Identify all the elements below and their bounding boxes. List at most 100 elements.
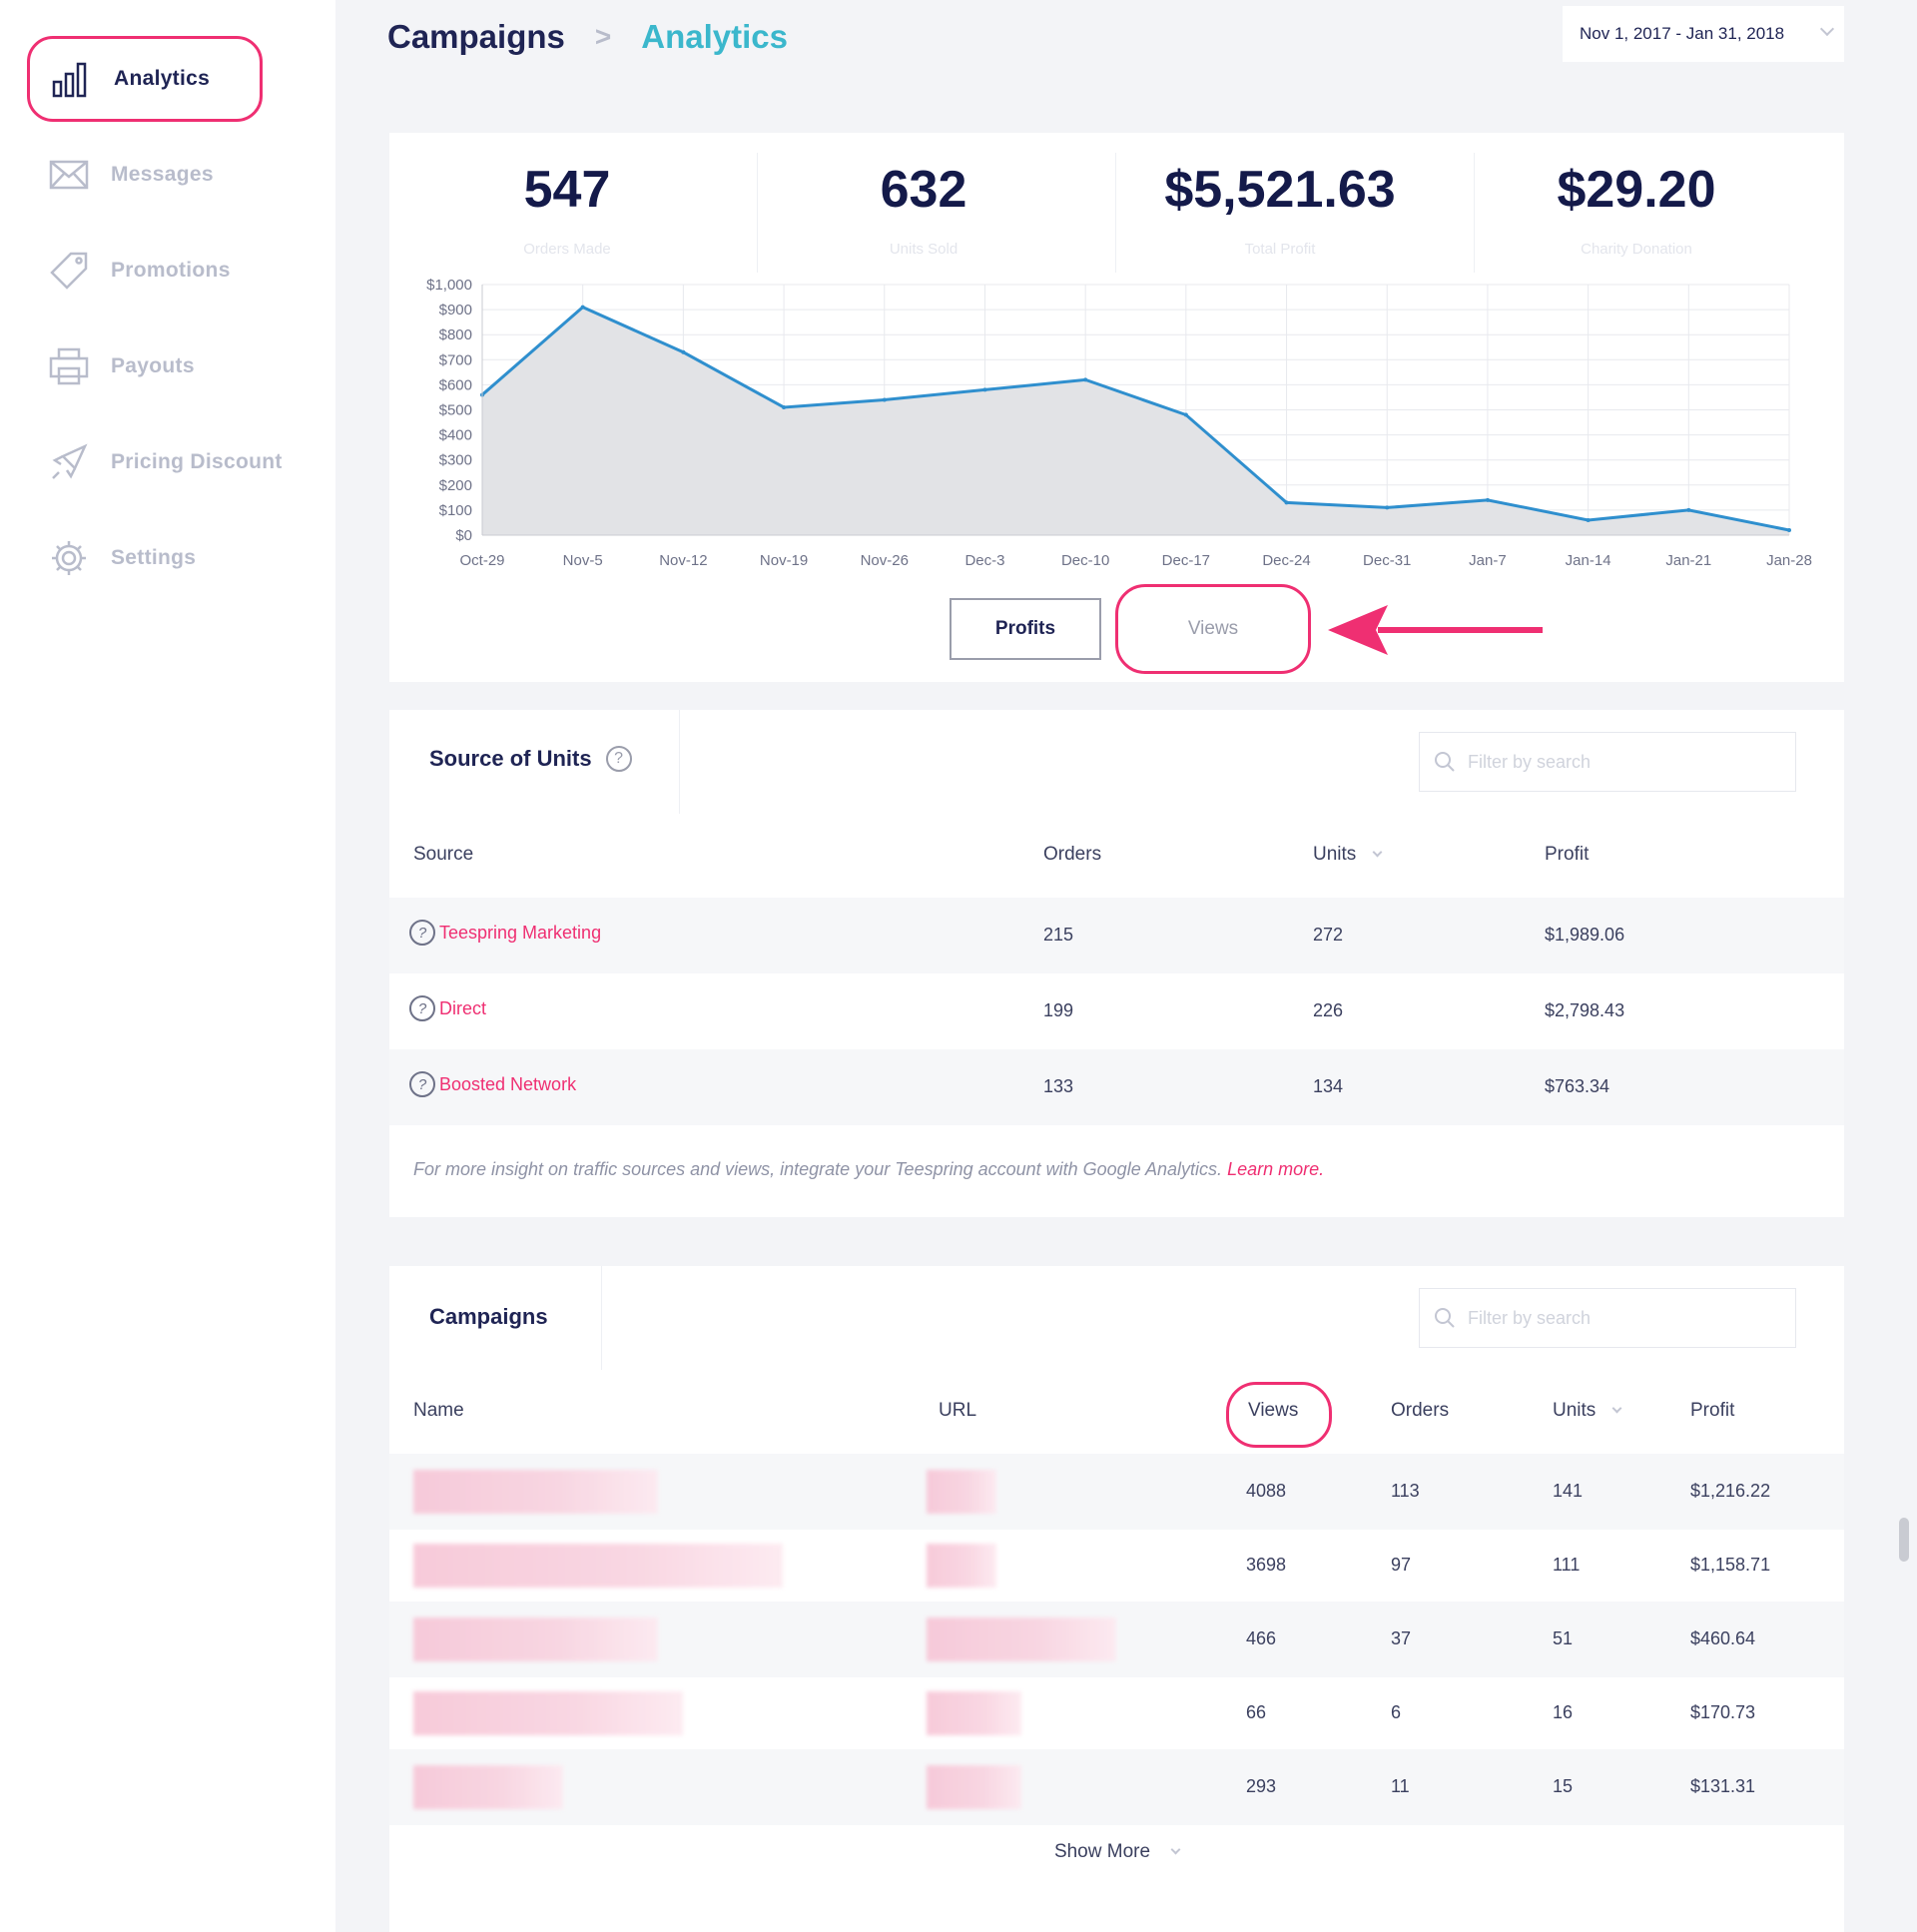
cell-units: 15 (1553, 1776, 1574, 1796)
cell-profit: $1,158.71 (1690, 1555, 1771, 1575)
source-search-input[interactable] (1468, 751, 1787, 773)
column-header-units[interactable]: Units (1553, 1400, 1622, 1422)
cell-views: 66 (1246, 1702, 1267, 1722)
stat-value: 547 (523, 161, 611, 219)
source-of-units-card: Source of Units ? Source Orders Units Pr… (389, 710, 1844, 1217)
chart-data-point (982, 387, 987, 392)
source-card-title: Source of Units ? (429, 746, 632, 772)
source-link[interactable]: ? Boosted Network (409, 1071, 576, 1097)
sidebar-item-pricing-discount[interactable]: Pricing Discount (27, 419, 297, 505)
redacted-campaign-name[interactable] (413, 1544, 783, 1588)
printer-icon (47, 344, 91, 388)
chevron-down-icon (1819, 21, 1835, 37)
redacted-campaign-url[interactable] (927, 1765, 1021, 1809)
sidebar-item-analytics[interactable]: Analytics (27, 36, 263, 122)
campaigns-card: Campaigns Name URL Views Orders Units Pr… (389, 1266, 1844, 1932)
column-header-units[interactable]: Units (1313, 844, 1383, 866)
help-icon[interactable]: ? (605, 746, 632, 772)
stat-divider (1115, 153, 1116, 273)
column-header-profit[interactable]: Profit (1545, 844, 1590, 865)
chart-data-point (1586, 517, 1591, 522)
sidebar-item-messages[interactable]: Messages (27, 132, 297, 218)
chart-series-line (481, 305, 1790, 532)
chart-x-tick-label: Jan-7 (1469, 552, 1507, 569)
cell-units: 134 (1313, 1076, 1344, 1096)
chart-x-tick-label: Dec-24 (1262, 552, 1310, 569)
cell-views: 466 (1246, 1628, 1277, 1648)
chart-y-tick-label: $100 (439, 502, 472, 519)
cell-views: 3698 (1246, 1555, 1287, 1575)
cell-units: 111 (1553, 1555, 1581, 1575)
gear-icon (47, 536, 91, 580)
column-header-url[interactable]: URL (939, 1400, 977, 1421)
redacted-campaign-name[interactable] (413, 1470, 658, 1514)
column-header-orders[interactable]: Orders (1391, 1400, 1450, 1421)
profits-toggle-button[interactable]: Profits (950, 598, 1101, 660)
sidebar: Analytics Messages Promotions Payouts Pr… (0, 0, 335, 1932)
campaigns-search-box[interactable] (1419, 1288, 1796, 1348)
cell-units: 51 (1553, 1628, 1574, 1648)
stat-value: $29.20 (1557, 161, 1716, 219)
cell-orders: 215 (1043, 925, 1074, 945)
redacted-campaign-url[interactable] (927, 1470, 996, 1514)
chart-x-tick-label: Jan-14 (1566, 552, 1611, 569)
sidebar-item-label: Promotions (111, 259, 231, 282)
chart-y-tick-label: $200 (439, 477, 472, 494)
chart-x-tick-label: Jan-21 (1665, 552, 1711, 569)
cell-orders: 37 (1391, 1628, 1412, 1648)
sidebar-item-label: Messages (111, 163, 214, 186)
sidebar-item-label: Payouts (111, 354, 195, 377)
chart-y-tick-label: $800 (439, 326, 472, 343)
table-row: 66 6 16 $170.73 (389, 1675, 1844, 1751)
stat-total-profit: $5,521.63 Total Profit (1102, 153, 1458, 258)
sidebar-item-promotions[interactable]: Promotions (27, 228, 297, 314)
column-header-orders[interactable]: Orders (1043, 844, 1102, 865)
cell-profit: $131.31 (1690, 1776, 1756, 1796)
source-link[interactable]: ? Direct (409, 995, 486, 1021)
page-scrollbar-thumb[interactable] (1899, 1518, 1909, 1562)
source-name: Boosted Network (439, 1073, 577, 1094)
chart-x-tick-label: Jan-28 (1766, 552, 1812, 569)
chart-x-tick-label: Nov-5 (563, 552, 603, 569)
breadcrumb-campaigns-link[interactable]: Campaigns (387, 18, 565, 55)
source-link[interactable]: ? Teespring Marketing (409, 920, 601, 946)
chart-x-tick-label: Oct-29 (459, 552, 504, 569)
views-toggle-button[interactable]: Views (1115, 584, 1311, 674)
date-range-select[interactable]: Nov 1, 2017 - Jan 31, 2018 (1563, 6, 1844, 62)
column-header-profit[interactable]: Profit (1690, 1400, 1735, 1421)
chart-x-tick-label: Nov-12 (659, 552, 707, 569)
redacted-campaign-name[interactable] (413, 1691, 683, 1735)
sidebar-item-payouts[interactable]: Payouts (27, 323, 297, 409)
redacted-campaign-name[interactable] (413, 1765, 563, 1809)
column-header-units-label: Units (1313, 844, 1357, 865)
stat-label: Charity Donation (1581, 241, 1692, 258)
learn-more-link[interactable]: Learn more. (1227, 1159, 1325, 1179)
rocket-icon (47, 440, 91, 484)
redacted-campaign-url[interactable] (927, 1691, 1021, 1735)
chart-data-point (1485, 497, 1490, 502)
redacted-campaign-url[interactable] (927, 1544, 996, 1588)
cell-units: 16 (1553, 1702, 1574, 1722)
source-search-box[interactable] (1419, 732, 1796, 792)
show-more-button[interactable]: Show More (389, 1841, 1844, 1863)
redacted-campaign-name[interactable] (413, 1617, 658, 1661)
column-header-units-label: Units (1553, 1400, 1597, 1421)
date-range-value: Nov 1, 2017 - Jan 31, 2018 (1580, 24, 1785, 43)
chart-y-tick-label: $600 (439, 376, 472, 393)
sidebar-item-settings[interactable]: Settings (27, 515, 297, 601)
stat-label: Total Profit (1244, 241, 1316, 258)
source-title-text: Source of Units (429, 746, 592, 771)
campaigns-search-input[interactable] (1468, 1307, 1787, 1329)
cell-orders: 113 (1391, 1481, 1420, 1501)
redacted-campaign-url[interactable] (927, 1617, 1116, 1661)
cell-units: 226 (1313, 1000, 1344, 1020)
sort-down-icon (1372, 847, 1383, 858)
column-header-source[interactable]: Source (413, 844, 474, 865)
table-row: 3698 97 111 $1,158.71 (389, 1528, 1844, 1604)
chart-y-tick-label: $1,000 (426, 277, 472, 294)
bar-chart-icon (50, 57, 94, 101)
column-header-name[interactable]: Name (413, 1400, 464, 1421)
cell-profit: $1,989.06 (1545, 925, 1625, 945)
tag-icon (47, 249, 91, 293)
column-header-views[interactable]: Views (1248, 1400, 1299, 1421)
